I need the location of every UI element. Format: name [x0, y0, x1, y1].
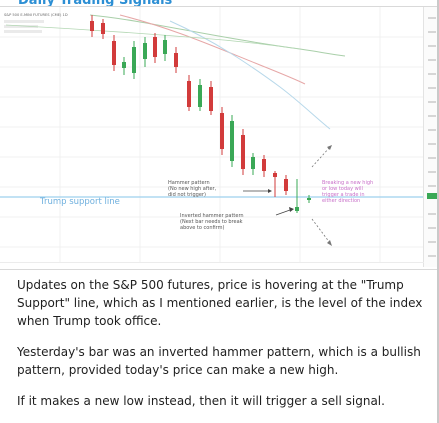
inverted-hammer-annotation-text: Inverted hammer pattern (Next bar needs …	[180, 213, 244, 231]
candle-down	[209, 81, 213, 115]
breakout-down-projection	[311, 218, 331, 244]
candle-down	[112, 35, 116, 71]
candle-up	[132, 41, 136, 79]
candle-down	[187, 75, 191, 111]
candle-up	[163, 35, 167, 61]
svg-text:did not trigger): did not trigger)	[168, 192, 206, 198]
hammer-annotation-text: Hammer pattern (No new high after, did n…	[168, 180, 217, 198]
breakout-down-arrowhead	[327, 240, 332, 246]
svg-text:(Next bar needs to break: (Next bar needs to break	[180, 219, 243, 225]
price-scale[interactable]	[423, 7, 439, 267]
chart-canvas[interactable]: S&P 500 E-MINI FUTURES (CME) 1D Trump su…	[0, 7, 424, 269]
svg-text:either direction: either direction	[322, 198, 360, 204]
breakout-up-projection	[311, 146, 331, 168]
hammer-arrowhead	[268, 189, 272, 193]
svg-text:(No new high after,: (No new high after,	[168, 186, 217, 192]
candle-up	[230, 115, 234, 167]
moving-average-red	[119, 14, 306, 85]
page-title: Daily Trading Signals	[18, 0, 173, 8]
moving-average-slow	[5, 24, 301, 50]
post-paragraph: Yesterday's bar was an inverted hammer p…	[17, 345, 421, 377]
svg-text:Hammer pattern: Hammer pattern	[168, 180, 210, 186]
candle-current	[307, 195, 311, 203]
candle-down	[101, 19, 105, 39]
candle-up	[198, 79, 202, 111]
indicator-legend	[4, 20, 44, 33]
candle-up	[122, 57, 126, 75]
current-price-tag	[427, 193, 439, 199]
svg-text:Inverted hammer pattern: Inverted hammer pattern	[180, 213, 244, 219]
svg-text:Breaking a new high: Breaking a new high	[322, 180, 373, 186]
inverted-hammer-arrow	[275, 209, 291, 216]
candle-down	[220, 107, 224, 155]
candle-up	[143, 37, 147, 67]
breakout-up-arrowhead	[327, 145, 332, 150]
post-paragraph: If it makes a new low instead, then it w…	[17, 394, 385, 408]
candle-down	[153, 33, 157, 63]
candle-down	[174, 47, 178, 73]
support-line-label: Trump support line	[39, 197, 120, 207]
chart-symbol: S&P 500 E-MINI FUTURES (CME) 1D	[4, 13, 68, 17]
inverted-hammer-arrowhead	[289, 207, 294, 212]
candle-up	[251, 153, 255, 175]
price-chart[interactable]: S&P 500 E-MINI FUTURES (CME) 1D Trump su…	[0, 6, 439, 270]
candle-hammer	[273, 171, 277, 197]
post-body: Updates on the S&P 500 futures, price is…	[17, 276, 427, 423]
moving-average-blue	[169, 20, 331, 130]
chart-grid	[0, 7, 424, 263]
svg-text:trigger a trade in: trigger a trade in	[322, 192, 365, 198]
candle-down	[262, 155, 266, 177]
candle-down	[90, 15, 94, 37]
candlesticks	[90, 15, 311, 213]
candle-down	[284, 175, 288, 195]
time-scale[interactable]	[0, 262, 424, 269]
scroll-edge	[437, 0, 439, 423]
breakout-annotation-text: Breaking a new high or low today will tr…	[322, 180, 373, 204]
svg-text:above to confirm): above to confirm)	[180, 225, 224, 231]
svg-text:or low today will: or low today will	[322, 186, 363, 192]
moving-average-green	[89, 14, 346, 57]
candle-inverted-hammer	[295, 179, 299, 213]
post-paragraph: Updates on the S&P 500 futures, price is…	[17, 278, 423, 328]
candle-down	[241, 129, 245, 175]
